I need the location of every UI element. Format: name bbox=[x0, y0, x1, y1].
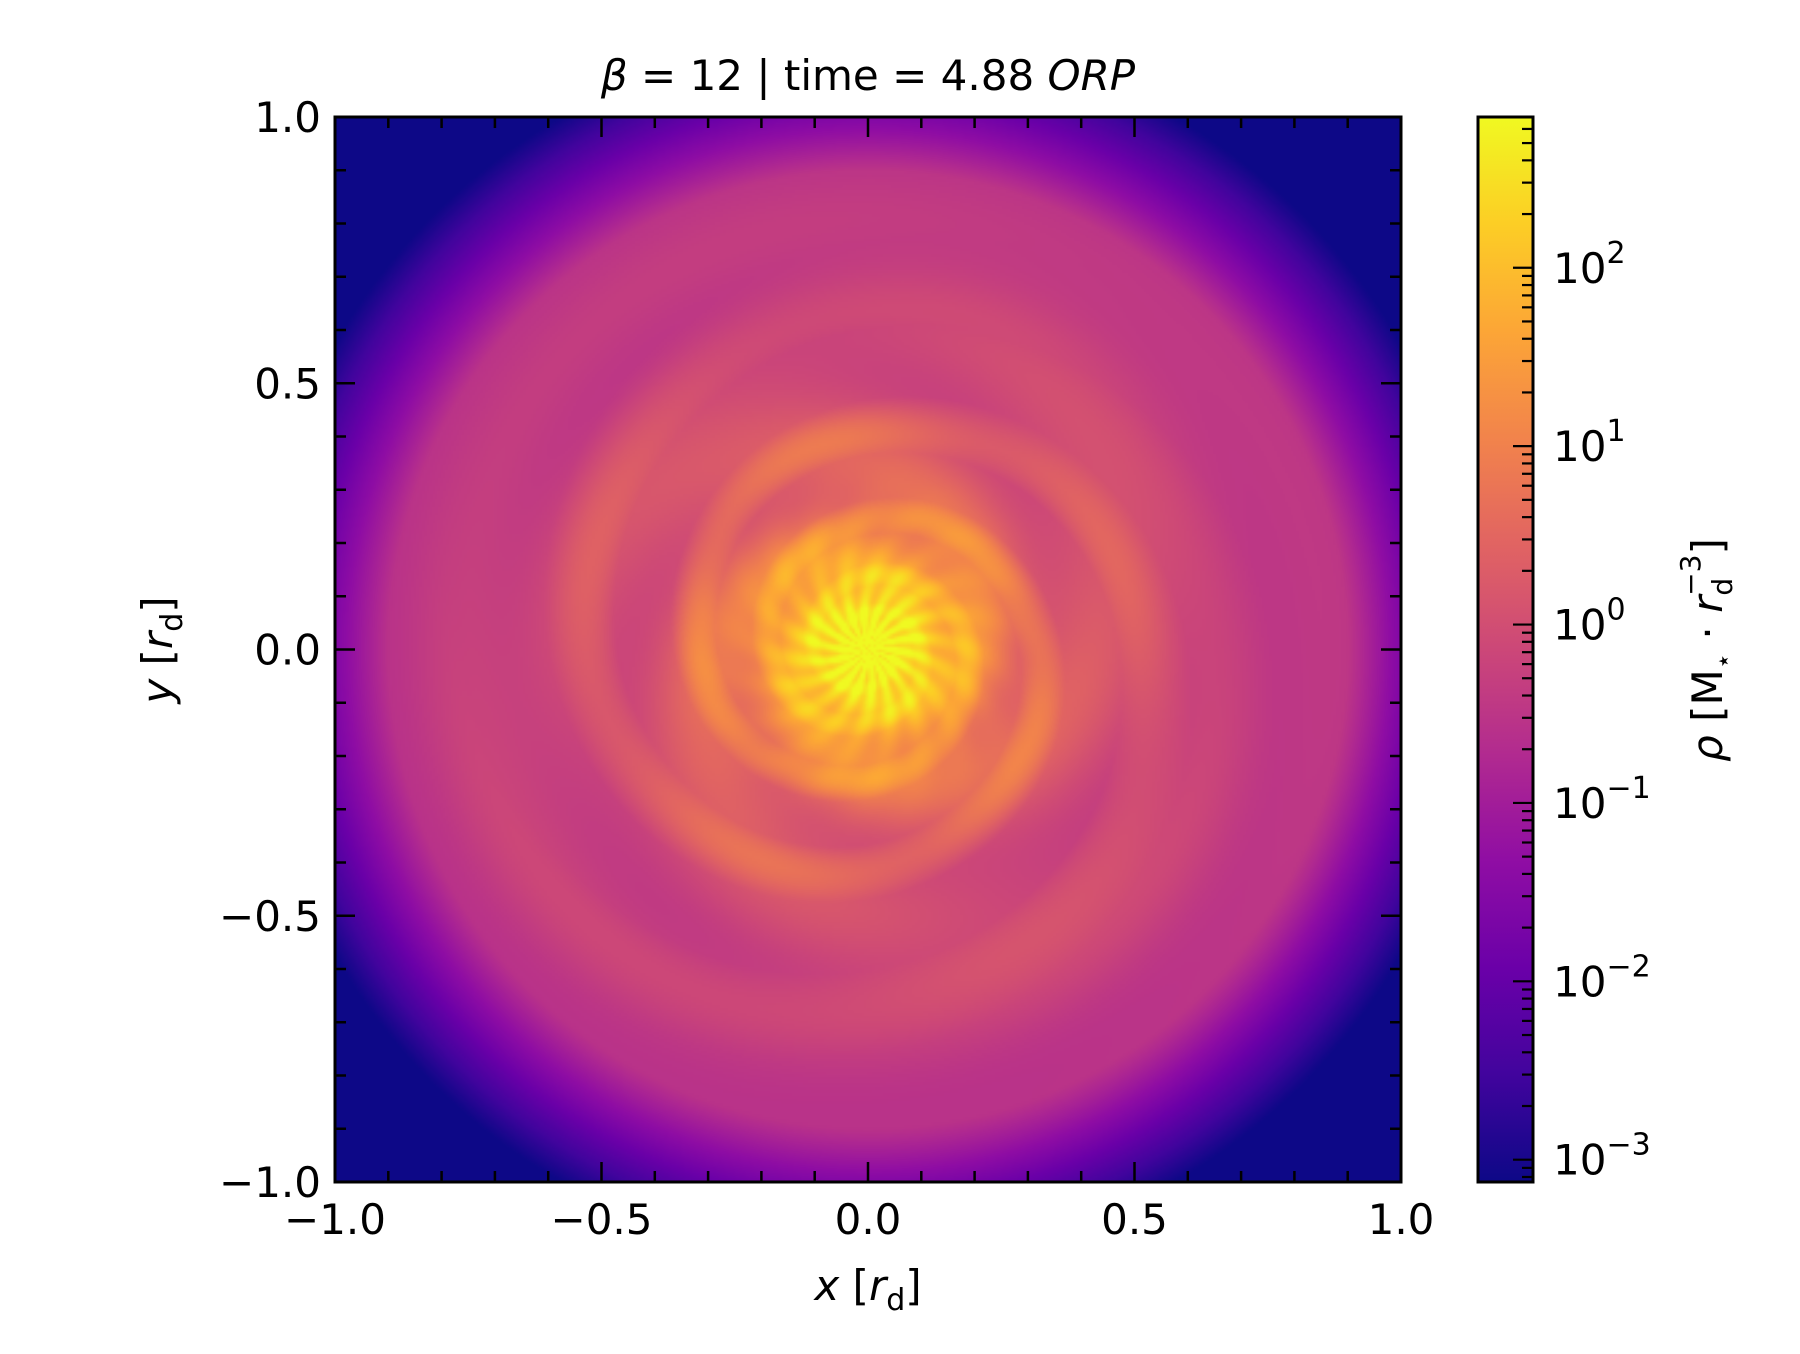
chart-title: β = 12 | time = 4.88 ORP bbox=[600, 51, 1136, 100]
colorbar-tick-label: 100 bbox=[1553, 593, 1626, 650]
y-tick-label: −0.5 bbox=[219, 892, 321, 941]
y-axis: −1.0 −0.5 0.0 0.5 1.0 bbox=[219, 93, 1401, 1207]
x-tick-label: −0.5 bbox=[551, 1195, 653, 1244]
x-axis-label: x [rd] bbox=[812, 1261, 921, 1318]
colorbar-tick-label: 10−2 bbox=[1553, 949, 1651, 1006]
y-axis-label: y [rd] bbox=[133, 596, 190, 705]
x-axis: −1.0 −0.5 0.0 0.5 1.0 bbox=[284, 117, 1434, 1244]
x-tick-label: 0.0 bbox=[835, 1195, 902, 1244]
y-tick-label: 0.0 bbox=[254, 626, 321, 675]
colorbar-tick-label: 101 bbox=[1553, 414, 1626, 471]
x-tick-label: 0.5 bbox=[1101, 1195, 1168, 1244]
x-tick-label: −1.0 bbox=[284, 1195, 386, 1244]
x-tick-label: 1.0 bbox=[1368, 1195, 1435, 1244]
y-tick-label: 1.0 bbox=[254, 93, 321, 142]
colorbar: 10−3 10−2 10−1 100 101 102 ρ [M⋆ · rd−3] bbox=[1476, 115, 1739, 1185]
colorbar-tick-label: 10−3 bbox=[1553, 1128, 1651, 1185]
colorbar-tick-label: 10−1 bbox=[1553, 771, 1651, 828]
colorbar-tick-label: 102 bbox=[1553, 236, 1626, 293]
y-tick-label: 0.5 bbox=[254, 359, 321, 408]
colorbar-label: ρ [M⋆ · rd−3] bbox=[1674, 538, 1739, 762]
density-heatmap bbox=[335, 117, 1401, 1182]
y-tick-label: −1.0 bbox=[219, 1158, 321, 1207]
colorbar-frame bbox=[1476, 115, 1535, 1184]
